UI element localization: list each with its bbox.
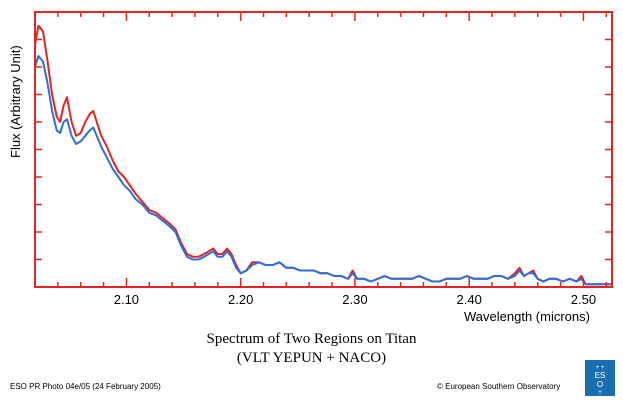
y-axis-label: Flux (Arbitrary Unit) [8, 45, 23, 158]
photo-credit: ESO PR Photo 04e/05 (24 February 2005) [10, 382, 161, 391]
tick-labels: 2.10 2.20 2.30 2.40 2.50 [114, 292, 596, 307]
x-axis-label: Wavelength (microns) [464, 309, 590, 324]
series-line-1 [34, 24, 612, 286]
chart-title: Spectrum of Two Regions on Titan [206, 331, 417, 347]
y-axis-label-box: Flux (Arbitrary Unit) [6, 18, 26, 158]
x-tick-label: 2.20 [228, 292, 253, 307]
eso-logo-icon: + + ES O + [585, 360, 615, 396]
series-line-2 [34, 55, 612, 286]
svg-text:ES: ES [595, 371, 606, 380]
copyright: © European Southern Observatory [437, 382, 561, 391]
svg-text:O: O [597, 380, 603, 389]
chart-subtitle: (VLT YEPUN + NACO) [236, 350, 387, 366]
x-tick-label: 2.40 [457, 292, 482, 307]
x-tick-label: 2.10 [114, 292, 139, 307]
eso-logo-background [585, 360, 615, 396]
ticks-layer [35, 12, 612, 287]
svg-text:+: + [598, 390, 602, 396]
svg-text:+ +: + + [596, 365, 605, 371]
x-tick-label: 2.30 [342, 292, 367, 307]
series-layer [34, 24, 612, 286]
plot-frame [34, 11, 613, 288]
x-tick-label: 2.50 [571, 292, 596, 307]
